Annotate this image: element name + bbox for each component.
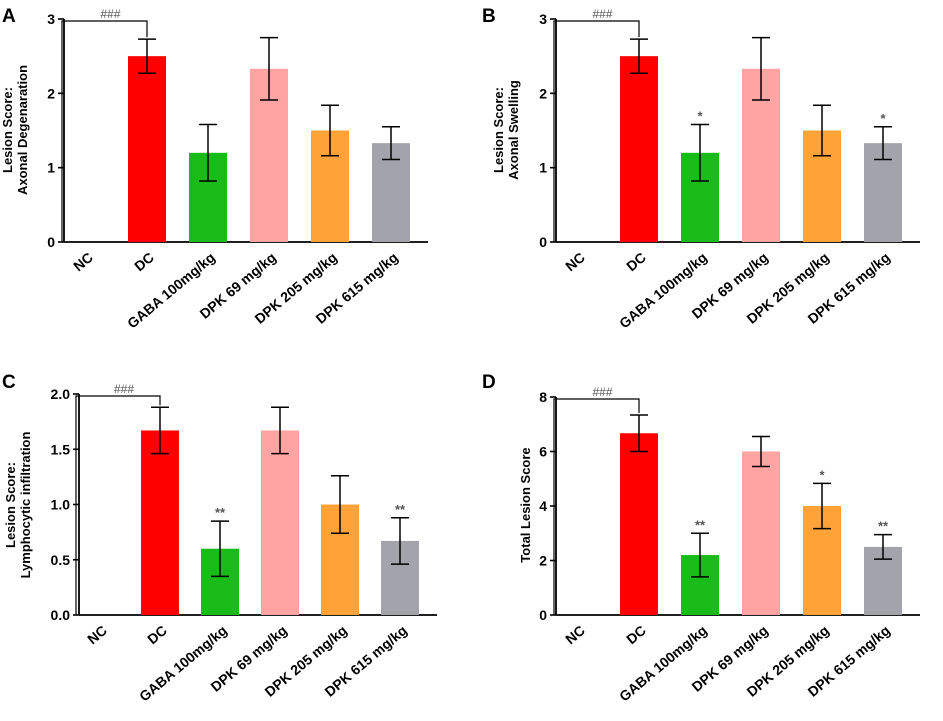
- significance-mark: **: [695, 517, 706, 532]
- bar-dc: [620, 56, 658, 242]
- y-tick-label: 1.5: [51, 441, 71, 457]
- panel-letter: B: [482, 6, 496, 27]
- significance-mark: *: [697, 109, 703, 124]
- y-axis-title: Total Lesion Score: [518, 447, 533, 562]
- comparison-bracket: [75, 395, 161, 615]
- chart-panel-a: A Lesion Score:Axonal Degenaration 0 1 2 3 NC D…: [0, 6, 428, 331]
- y-axis-title-line: Axonal Degenaration: [15, 65, 30, 195]
- x-category-label: DC: [144, 622, 170, 647]
- x-category-label: NC: [562, 622, 588, 647]
- y-axis-title: Lesion Score:Axonal Swelling: [491, 80, 521, 180]
- x-category-label: NC: [562, 249, 588, 274]
- x-category-label: DC: [623, 249, 649, 274]
- y-tick-label: 0: [539, 234, 547, 250]
- y-tick-label: 3: [539, 11, 547, 27]
- bracket-label: ###: [114, 382, 134, 396]
- panel-letter: D: [482, 372, 496, 393]
- significance-mark: **: [395, 502, 406, 517]
- y-axis-title: Lesion Score:Lymphocytic infiltration: [3, 432, 33, 579]
- comparison-bracket: [61, 20, 148, 242]
- y-axis-title-line: Lymphocytic infiltration: [18, 432, 33, 579]
- panel-letter: C: [2, 372, 16, 393]
- significance-mark: **: [215, 505, 226, 520]
- y-axis-title-line: Axonal Swelling: [506, 80, 521, 180]
- comparison-bracket: [553, 20, 640, 242]
- significance-mark: *: [880, 111, 886, 126]
- y-tick-label: 1: [47, 160, 55, 176]
- y-tick-label: 2: [539, 553, 547, 569]
- x-category-label: DC: [131, 249, 157, 274]
- y-tick-label: 2: [539, 85, 547, 101]
- y-axis-title-line: Lesion Score:: [0, 87, 15, 173]
- y-tick-label: 1.0: [51, 497, 71, 513]
- panel-letter: A: [2, 6, 16, 27]
- y-tick-label: 0: [47, 234, 55, 250]
- x-category-label: NC: [84, 622, 110, 647]
- y-tick-label: 2.0: [51, 386, 71, 402]
- y-tick-label: 0: [539, 607, 547, 623]
- bracket-label: ###: [592, 7, 612, 21]
- y-axis-title-line: Total Lesion Score: [518, 447, 533, 562]
- comparison-bracket: [553, 398, 640, 615]
- bar-dpk69: [261, 430, 299, 615]
- y-tick-label: 6: [539, 444, 547, 460]
- bar-dc: [141, 430, 179, 615]
- x-category-label: DC: [623, 622, 649, 647]
- significance-mark: **: [878, 519, 889, 534]
- chart-panel-c: C Lesion Score:Lymphocytic infiltration 0.…: [2, 372, 437, 704]
- bracket-label: ###: [592, 385, 612, 399]
- y-tick-label: 0.0: [51, 607, 71, 623]
- bar-dc: [620, 433, 658, 615]
- y-tick-label: 4: [539, 498, 547, 514]
- y-tick-label: 8: [539, 389, 547, 405]
- x-category-label: NC: [70, 249, 96, 274]
- y-tick-label: 0.5: [51, 552, 71, 568]
- bracket-label: ###: [100, 7, 120, 21]
- y-tick-label: 1: [539, 160, 547, 176]
- y-axis-title: Lesion Score:Axonal Degenaration: [0, 65, 30, 195]
- y-axis-title-line: Lesion Score:: [3, 462, 18, 548]
- y-tick-label: 3: [47, 11, 55, 27]
- y-tick-label: 2: [47, 85, 55, 101]
- significance-mark: *: [819, 467, 825, 482]
- bar-dpk69: [742, 451, 780, 615]
- y-axis-title-line: Lesion Score:: [491, 87, 506, 173]
- bar-dc: [128, 56, 166, 242]
